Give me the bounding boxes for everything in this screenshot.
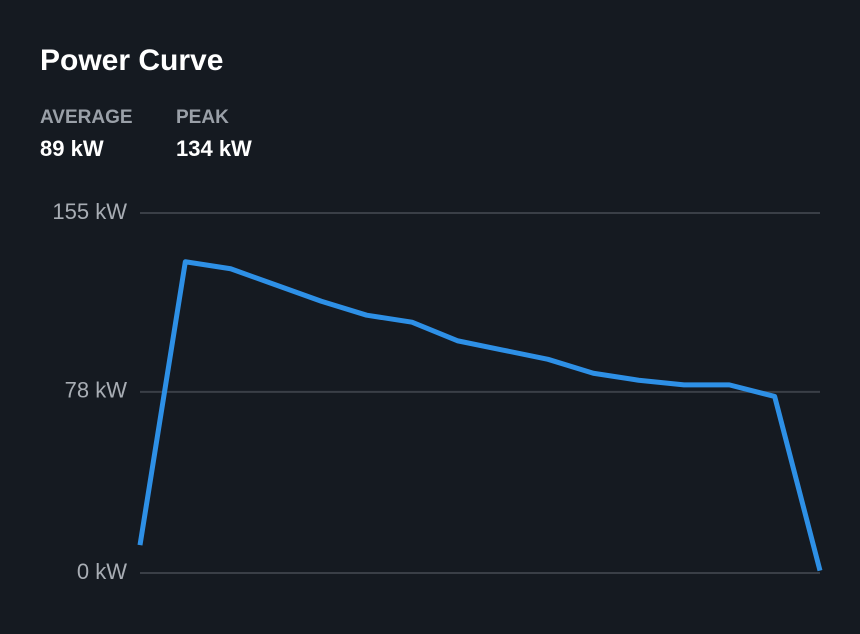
y-tick-label: 78 kW [65, 378, 128, 403]
y-tick-label: 155 kW [52, 199, 127, 224]
power-line [137, 259, 823, 572]
chart-title: Power Curve [40, 44, 223, 77]
stat-value: 89 kW [40, 136, 104, 161]
y-tick-label: 0 kW [77, 559, 127, 584]
stat-label: PEAK [176, 107, 229, 128]
stat-value: 134 kW [176, 136, 252, 161]
stat-label: AVERAGE [40, 107, 133, 128]
